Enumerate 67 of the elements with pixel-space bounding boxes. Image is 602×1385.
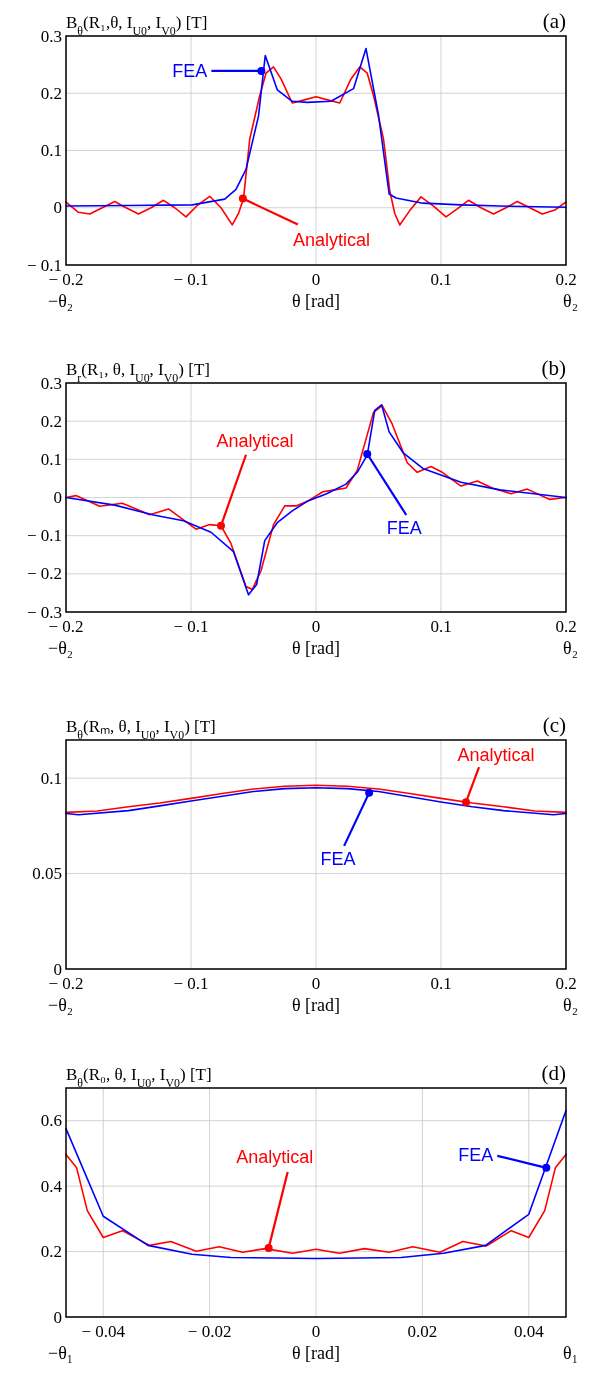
y-tick-label: 0.3: [40, 26, 62, 46]
annotation: FEA: [458, 1144, 494, 1165]
annotation: Analytical: [236, 1146, 314, 1167]
text: −θ₂: [48, 638, 74, 658]
chart-title: (d): [541, 1061, 566, 1085]
y-tick-label: − 0.1: [26, 526, 62, 546]
x-tick-label: − 0.02: [187, 1322, 232, 1341]
x-tick-label: 0.2: [555, 617, 577, 636]
y-tick-label: 0.2: [40, 1242, 62, 1262]
x-tick-label: 0: [311, 974, 321, 993]
y-tick-label: 0: [53, 198, 62, 218]
x-tick-label: 0.1: [430, 270, 452, 289]
x-tick-label: 0.02: [407, 1322, 438, 1341]
y-tick-label: 0.6: [40, 1111, 62, 1131]
annotation: FEA: [320, 848, 356, 869]
x-axis-title: θ [rad]: [291, 638, 341, 658]
y-tick-label: 0.4: [40, 1176, 63, 1196]
text: −θ₂: [48, 995, 74, 1015]
y-tick-label: − 0.3: [26, 602, 62, 622]
x-tick-label: 0.2: [555, 270, 577, 289]
x-tick-label: 0: [311, 1322, 321, 1341]
y-tick-label: − 0.2: [26, 564, 62, 584]
y-tick-label: 0.2: [40, 411, 62, 431]
y-tick-label: 0.1: [40, 141, 62, 160]
x-tick-label: 0: [311, 617, 321, 636]
line-series: [65, 66, 567, 226]
annotation: FEA: [386, 517, 422, 538]
annotation: Analytical: [457, 745, 535, 766]
y-tick-label: 0.2: [40, 83, 62, 103]
y-axis-title: B$_{θ}$(R₀, θ, I$_{U0}$, I$_{V0}$) [T]: [66, 1065, 212, 1090]
text: θ₂: [563, 291, 578, 311]
x-axis-title: θ [rad]: [291, 291, 341, 311]
x-tick-label: 0.04: [513, 1322, 545, 1341]
x-tick-label: − 0.04: [81, 1322, 126, 1341]
x-tick-label: 0.1: [430, 974, 452, 993]
x-tick-label: − 0.1: [173, 974, 209, 993]
y-tick-label: 0.3: [40, 373, 62, 393]
y-axis-title: B$_{r}$(R₁, θ, I$_{U0}$, I$_{V0}$) [T]: [66, 360, 210, 385]
x-tick-label: 0.2: [555, 974, 577, 993]
y-tick-label: 0: [53, 959, 62, 979]
text: θ₂: [563, 638, 578, 658]
chart-title: (b): [541, 356, 566, 380]
y-tick-label: 0: [53, 1307, 62, 1327]
x-tick-label: 0.1: [430, 617, 452, 636]
text: θ₁: [563, 1343, 578, 1363]
y-tick-label: 0.05: [32, 864, 62, 884]
y-axis-title: B$_{θ}$(Rₘ, θ, I$_{U0}$, I$_{V0}$) [T]: [66, 717, 216, 742]
annotation: Analytical: [216, 430, 294, 451]
chart-title: (a): [542, 9, 566, 33]
y-tick-label: − 0.1: [26, 255, 62, 275]
x-axis-title: θ [rad]: [291, 995, 341, 1015]
y-tick-label: 0: [53, 488, 62, 507]
text: −θ₁: [48, 1343, 74, 1363]
x-tick-label: − 0.1: [173, 270, 209, 289]
x-tick-label: 0: [311, 270, 321, 289]
x-tick-label: − 0.1: [173, 617, 209, 636]
annotation: Analytical: [292, 229, 370, 250]
annotation: FEA: [172, 60, 208, 81]
text: −θ₂: [48, 291, 74, 311]
x-axis-title: θ [rad]: [291, 1343, 341, 1363]
y-tick-label: 0.1: [40, 768, 62, 788]
line-series: [65, 47, 567, 208]
line-series: [65, 1109, 567, 1260]
y-tick-label: 0.1: [40, 449, 62, 469]
text: θ₂: [563, 995, 578, 1015]
chart-title: (c): [542, 713, 566, 737]
y-axis-title: B$_{θ}$(R₁,θ, I$_{U0}$, I$_{V0}$) [T]: [66, 13, 208, 38]
